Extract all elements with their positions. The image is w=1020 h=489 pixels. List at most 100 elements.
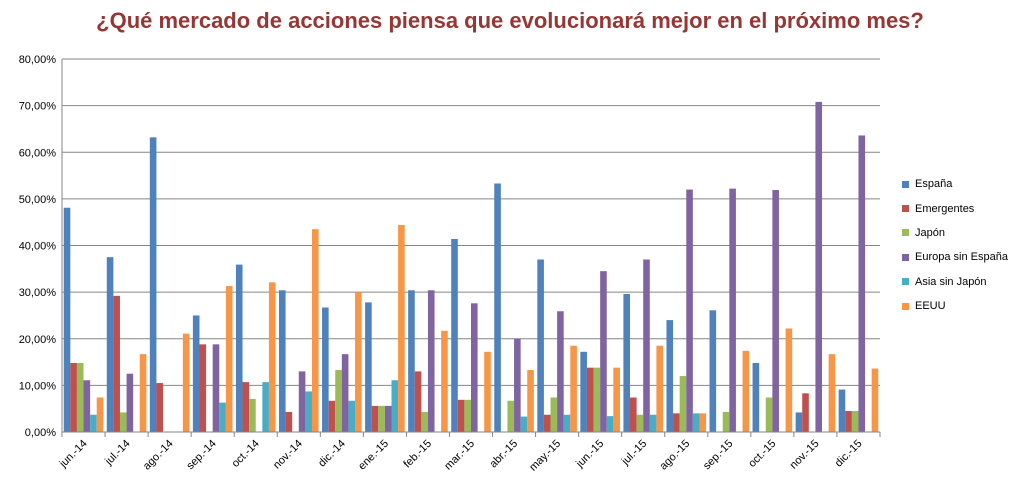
legend-label: EEUU <box>915 300 946 313</box>
bar <box>649 414 657 432</box>
bar <box>537 259 544 432</box>
bar <box>83 380 91 432</box>
y-tick-label: 30,00% <box>19 287 57 299</box>
x-tick-label: nov.-15 <box>788 438 822 472</box>
bar <box>742 350 750 432</box>
bar <box>514 338 521 432</box>
bar <box>471 303 478 432</box>
y-tick-labels: 0,00% 10,00% 20,00% 30,00% 40,00% 50,00% 60,00… <box>19 54 57 439</box>
axes <box>61 59 881 437</box>
bar <box>815 101 823 433</box>
bar <box>580 351 587 432</box>
bar <box>494 183 501 432</box>
bar <box>858 135 866 432</box>
bar <box>636 414 644 432</box>
bar <box>586 367 594 432</box>
legend-item: Emergentes <box>902 196 1008 220</box>
bar <box>729 188 736 432</box>
bar <box>262 382 269 432</box>
bar <box>398 224 405 432</box>
bar <box>520 416 528 432</box>
bar <box>76 362 84 432</box>
x-tick-label: ene.-15 <box>356 438 391 473</box>
bar <box>709 310 717 432</box>
bar <box>311 229 319 432</box>
bar <box>656 345 664 432</box>
bar <box>328 400 336 432</box>
bar <box>365 302 372 432</box>
legend-swatch <box>902 205 909 213</box>
bar <box>451 238 458 432</box>
legend-swatch <box>902 302 909 310</box>
bar <box>851 411 859 432</box>
bar <box>557 311 564 432</box>
x-tick-label: sep.-14 <box>184 438 218 472</box>
bar <box>212 344 220 432</box>
y-tick-label: 40,00% <box>19 241 57 253</box>
bar <box>421 411 428 432</box>
bar <box>666 320 674 432</box>
bar <box>182 333 190 432</box>
bar <box>298 371 306 432</box>
bar <box>543 414 551 432</box>
bar <box>457 399 465 432</box>
bar <box>156 383 164 432</box>
bar <box>305 391 312 432</box>
bar <box>441 330 448 432</box>
legend-label: Europa sin España <box>915 251 1008 264</box>
bar <box>278 290 286 432</box>
legend-item: España <box>902 172 1008 196</box>
legend-item: Europa sin España <box>902 245 1008 269</box>
bar <box>593 367 601 432</box>
legend-label: Japón <box>915 226 945 239</box>
bar <box>192 315 200 432</box>
bar <box>623 293 631 432</box>
bar <box>384 405 392 432</box>
x-tick-labels: jun.-14 jul.-14 ago.-14 sep.-14 oct.-14 nov.-… <box>57 438 865 474</box>
bar <box>96 397 104 432</box>
bar <box>606 416 614 432</box>
bar <box>126 373 134 432</box>
bar <box>527 369 534 432</box>
bar <box>464 399 471 432</box>
legend-swatch <box>902 229 909 237</box>
bar <box>199 344 207 432</box>
x-tick-label: jul.-14 <box>102 438 132 468</box>
x-tick-label: jun.-14 <box>57 438 90 471</box>
bar <box>692 413 700 432</box>
legend-label: Emergentes <box>915 202 975 215</box>
bar <box>630 397 637 432</box>
bar <box>613 367 620 432</box>
y-tick-label: 0,00% <box>25 427 56 439</box>
bar <box>378 405 385 432</box>
bar <box>219 402 226 432</box>
x-tick-label: nov.-14 <box>271 438 305 472</box>
y-tick-label: 60,00% <box>19 147 57 159</box>
bar <box>550 397 558 432</box>
bar <box>119 412 127 432</box>
legend-label: Asia sin Japón <box>915 275 987 288</box>
x-tick-label: ago.-14 <box>141 438 176 473</box>
bar <box>699 413 707 432</box>
x-tick-label: oct.-15 <box>746 438 778 470</box>
x-tick-label: abr.-15 <box>487 438 520 471</box>
bar <box>828 354 836 432</box>
bar <box>795 412 803 432</box>
bar <box>507 400 515 432</box>
y-tick-label: 10,00% <box>19 380 57 392</box>
legend-swatch <box>902 180 909 188</box>
bar <box>802 393 809 432</box>
bar <box>90 414 97 432</box>
legend-item: Asia sin Japón <box>902 270 1008 294</box>
x-tick-label: oct.-14 <box>230 438 262 470</box>
bar <box>355 292 362 432</box>
bar <box>341 354 349 432</box>
bar <box>427 290 435 432</box>
chart-title: ¿Qué mercado de acciones piensa que evol… <box>96 8 924 33</box>
bar <box>242 382 250 432</box>
bar <box>871 368 879 432</box>
bar <box>371 405 379 432</box>
bar <box>139 354 147 432</box>
bars <box>63 101 879 433</box>
